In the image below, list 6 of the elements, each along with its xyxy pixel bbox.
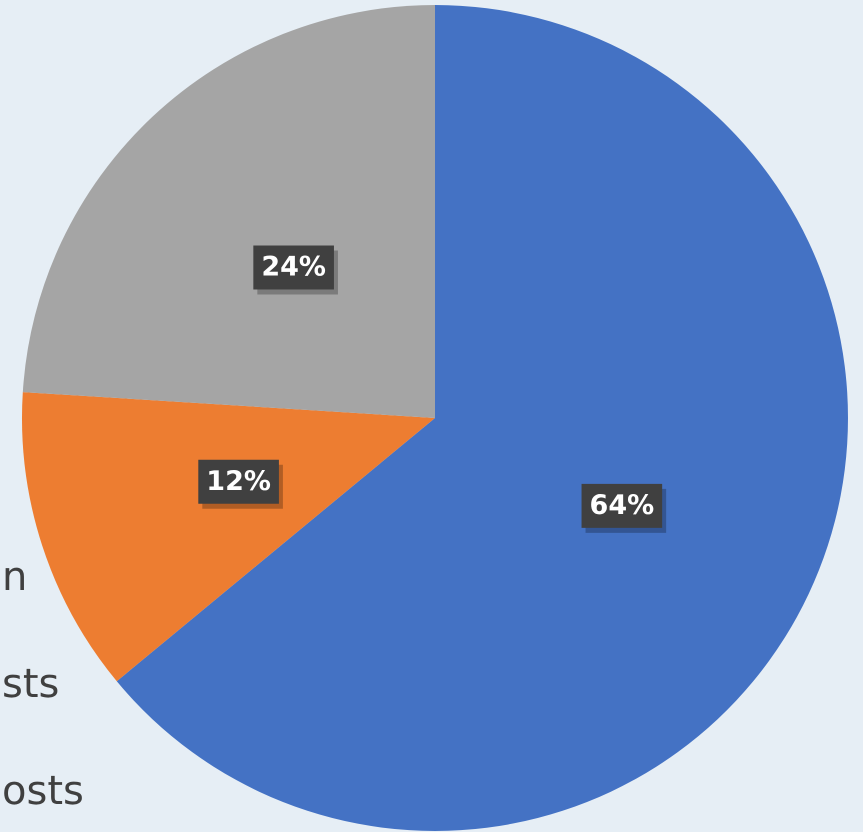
text: osts <box>2 768 84 814</box>
data-label: 64% <box>590 490 654 521</box>
data-label: 12% <box>206 466 271 497</box>
data-label: 24% <box>261 251 326 282</box>
text: sts <box>2 661 60 707</box>
text: n <box>2 554 28 600</box>
